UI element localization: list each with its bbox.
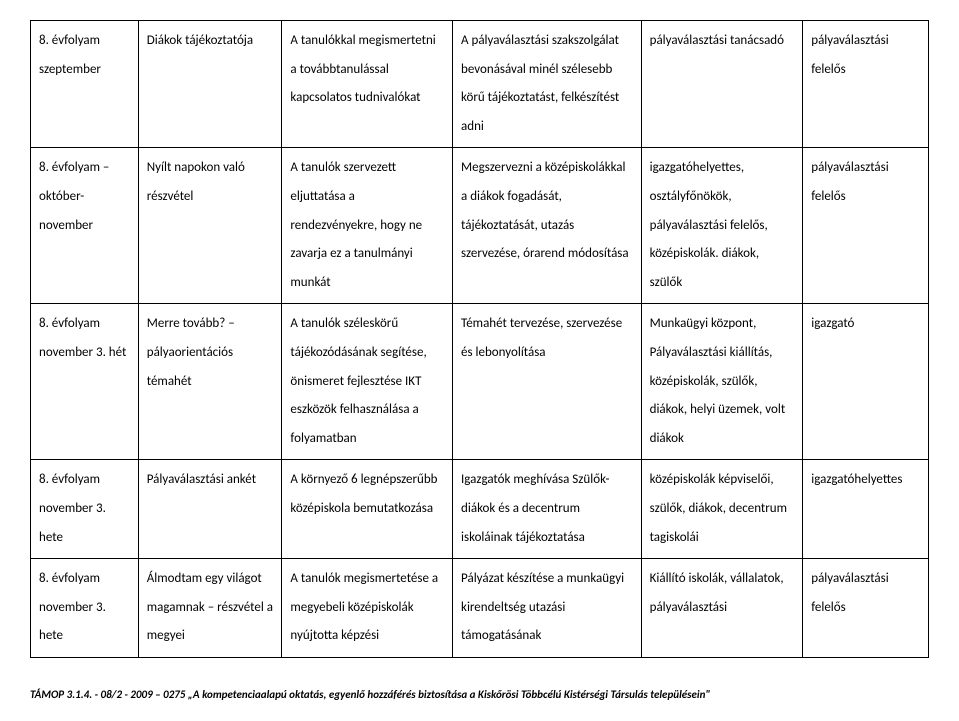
cell-goal: Témahét tervezése, szervezése és lebonyo… (453, 304, 642, 460)
cell-goal: Pályázat készítése a munkaügyi kirendelt… (453, 559, 642, 658)
cell-activity: Merre tovább? – pályaorientációs témahét (138, 304, 282, 460)
cell-responsible: igazgató (803, 304, 929, 460)
cell-responsible: igazgatóhelyettes (803, 460, 929, 559)
cell-responsible: pályaválasztási felelős (803, 21, 929, 148)
cell-period: 8. évfolyam – október-november (31, 148, 139, 304)
cell-participants: pályaválasztási tanácsadó (641, 21, 803, 148)
table-body: 8. évfolyam szeptember Diákok tájékoztat… (31, 21, 929, 658)
cell-responsible: pályaválasztási felelős (803, 148, 929, 304)
cell-task: A tanulók szervezett eljuttatása a rende… (282, 148, 453, 304)
cell-responsible: pályaválasztási felelős (803, 559, 929, 658)
table-row: 8. évfolyam november 3. hete Pályaválasz… (31, 460, 929, 559)
table-row: 8. évfolyam november 3. hete Álmodtam eg… (31, 559, 929, 658)
table-row: 8. évfolyam november 3. hét Merre tovább… (31, 304, 929, 460)
cell-activity: Nyílt napokon való részvétel (138, 148, 282, 304)
cell-goal: Megszervezni a középiskolákkal a diákok … (453, 148, 642, 304)
cell-participants: Kiállító iskolák, vállalatok, pályaválas… (641, 559, 803, 658)
cell-task: A tanulókkal megismertetni a továbbtanul… (282, 21, 453, 148)
cell-participants: Munkaügyi központ, Pályaválasztási kiáll… (641, 304, 803, 460)
cell-goal: A pályaválasztási szakszolgálat bevonásá… (453, 21, 642, 148)
cell-participants: igazgatóhelyettes, osztályfőnökök, pálya… (641, 148, 803, 304)
cell-period: 8. évfolyam november 3. hét (31, 304, 139, 460)
cell-activity: Álmodtam egy világot magamnak – részvéte… (138, 559, 282, 658)
table-row: 8. évfolyam – október-november Nyílt nap… (31, 148, 929, 304)
cell-period: 8. évfolyam november 3. hete (31, 460, 139, 559)
cell-task: A tanulók megismertetése a megyebeli köz… (282, 559, 453, 658)
cell-activity: Pályaválasztási ankét (138, 460, 282, 559)
cell-period: 8. évfolyam szeptember (31, 21, 139, 148)
cell-period: 8. évfolyam november 3. hete (31, 559, 139, 658)
cell-task: A tanulók széleskörű tájékozódásának seg… (282, 304, 453, 460)
cell-goal: Igazgatók meghívása Szülők-diákok és a d… (453, 460, 642, 559)
cell-task: A környező 6 legnépszerűbb középiskola b… (282, 460, 453, 559)
cell-participants: középiskolák képviselői, szülők, diákok,… (641, 460, 803, 559)
footer-text: TÁMOP 3.1.4. - 08/2 - 2009 – 0275 „A kom… (30, 688, 929, 701)
schedule-table: 8. évfolyam szeptember Diákok tájékoztat… (30, 20, 929, 658)
cell-activity: Diákok tájékoztatója (138, 21, 282, 148)
table-row: 8. évfolyam szeptember Diákok tájékoztat… (31, 21, 929, 148)
